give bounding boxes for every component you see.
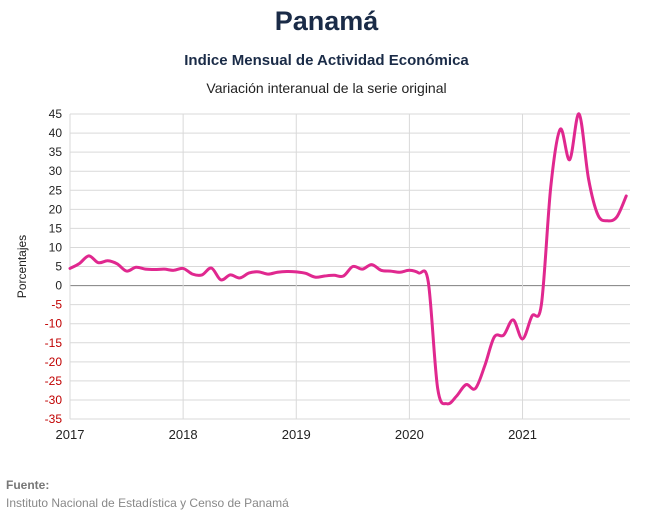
chart-title: Panamá [274,6,379,36]
y-tick-label: 25 [49,183,63,197]
line-chart: -35 -30 -25 -20 -15 -10 -5 0 5 10 15 20 25 30 35 40 45 20… [15,107,630,442]
y-tick-label: 20 [49,202,63,216]
x-tick-label: 2018 [169,427,198,442]
y-tick-label: -10 [45,317,63,331]
y-axis-label: Porcentajes [15,235,29,298]
y-tick-label: 35 [49,145,63,159]
y-tick-label: 30 [49,164,63,178]
series-line [68,112,628,406]
y-tick-label: 10 [49,240,63,254]
y-tick-label: 40 [49,126,63,140]
source-label: Fuente: [6,478,50,492]
source-text: Instituto Nacional de Estadística y Cens… [6,496,289,510]
y-tick-label: -35 [45,412,63,426]
x-tick-label: 2019 [282,427,311,442]
y-tick-label: 5 [55,260,62,274]
y-tick-label: -20 [45,355,63,369]
x-tick-label: 2020 [395,427,424,442]
y-tick-label: 15 [49,221,63,235]
y-tick-label: 0 [55,279,62,293]
chart-subtitle: Indice Mensual de Actividad Económica [184,52,469,69]
y-tick-label: 45 [49,107,63,121]
x-tick-label: 2017 [56,427,85,442]
x-tick-label: 2021 [508,427,537,442]
chart-subtitle-secondary: Variación interanual de la serie origina… [206,80,447,96]
y-tick-label: -15 [45,336,63,350]
y-tick-label: -30 [45,393,63,407]
y-tick-label: -25 [45,374,63,388]
y-tick-label: -5 [51,298,62,312]
